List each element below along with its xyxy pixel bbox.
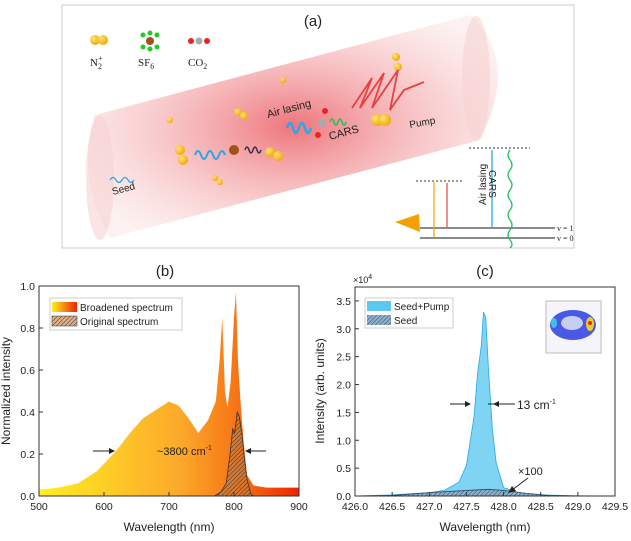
legend-broadened-swatch: [52, 302, 77, 312]
level-air-lasing-label: Air lasing: [478, 164, 489, 205]
legend-original-label: Original spectrum: [80, 317, 158, 328]
width-annotation-b: ~3800 cm-1: [93, 445, 266, 458]
beam-exit: [462, 16, 490, 140]
sf6-molecule: [229, 145, 239, 155]
c-ytick-label: 1.0: [336, 435, 351, 447]
beam-profile-inset: [545, 300, 602, 354]
legend-seed-label: Seed: [394, 316, 417, 327]
b-ytick-label: 0.8: [20, 323, 35, 335]
width-label-b: ~3800 cm-1: [157, 445, 212, 458]
air-lasing-wave-icon: [285, 121, 313, 135]
chart-b: 500 600 700 800 900 0.0 0.2 0.4 0.6 0.8 1.0 Wavele…: [0, 281, 308, 534]
level-cars-label: CARS: [486, 170, 497, 198]
v1-label: v = 1: [557, 224, 574, 233]
c-ytick-label: 3.5: [336, 296, 351, 308]
c-ytick-label: 0.5: [336, 463, 351, 475]
pump-label: Pump: [409, 116, 437, 131]
width-label-c: 13 cm-1: [517, 398, 556, 412]
c-ytick-label: 2.0: [336, 380, 351, 392]
legend-original-swatch: [51, 315, 78, 327]
b-xtick-label: 800: [225, 501, 243, 513]
b-ytick-label: 0.6: [20, 365, 35, 377]
width-annotation-c: 13 cm-1 ×100: [450, 398, 556, 493]
scale-label-c: ×100: [518, 466, 543, 478]
c-ytick-label: 3.0: [336, 324, 351, 336]
panel-c-label: (c): [476, 263, 494, 280]
c-xtick-label: 428.5: [528, 501, 554, 513]
b-series-original-spectrum: [213, 410, 255, 497]
chart-c-frame: [354, 286, 616, 497]
chart-b-legend: Broadened spectrum Original spectrum: [49, 297, 183, 331]
legend-seed-pump-swatch: [367, 301, 391, 311]
legend-broadened-label: Broadened spectrum: [80, 303, 173, 314]
legend-seed-pump-label: Seed+Pump: [394, 302, 450, 313]
sf6-molecule-icon: [140, 30, 160, 52]
c-ytick-label: 2.5: [336, 352, 351, 364]
panel-a-schematic: (a) N2+ SF6 CO2 Seed Air lasing CARS Pum…: [61, 4, 575, 249]
scattered-wave-icon: [244, 146, 262, 154]
chart-c-ylabel: Intensity (arb. units): [313, 338, 327, 443]
seed-wave-icon: [109, 176, 135, 184]
b-ytick-label: 1.0: [20, 281, 35, 293]
legend-sf6: SF6: [138, 57, 154, 71]
c-series-seed: [354, 488, 615, 497]
legend-seed-swatch: [367, 315, 391, 325]
chart-c-xlabel: Wavelength (nm): [440, 520, 531, 534]
pump-pulse-icon: [351, 69, 425, 111]
chart-b-xlabel: Wavelength (nm): [124, 520, 215, 534]
n2-molecule-icon: [90, 35, 108, 45]
c-xtick-label: 429.0: [565, 501, 591, 513]
v0-label: v = 0: [557, 234, 574, 243]
energy-level-diagram: Air lasing CARS v = 1 v = 0: [395, 147, 574, 249]
panel-a-label: (a): [304, 13, 322, 30]
chart-c: 426.0 426.5 427.0 427.5 428.0 428.5 429.0 429.5…: [313, 274, 628, 534]
c-xtick-label: 426.5: [379, 501, 405, 513]
chart-c-legend: Seed+Pump Seed: [364, 297, 454, 329]
c-xtick-label: 426.0: [342, 501, 368, 513]
c-ytick-label: 0.0: [336, 491, 351, 503]
cars-wave-icon: [329, 118, 347, 126]
c-xtick-label: 427.0: [416, 501, 442, 513]
b-xtick-label: 700: [160, 501, 178, 513]
chart-b-ylabel: Normalized intensity: [0, 337, 13, 445]
c-xtick-label: 427.5: [453, 501, 479, 513]
c-xtick-label: 429.5: [602, 501, 628, 513]
air-lasing-seed-wave-icon: [194, 150, 226, 160]
b-xtick-label: 900: [290, 501, 308, 513]
co2-molecule-icon: [188, 37, 210, 45]
y-multiplier: ×104: [353, 274, 372, 285]
n2-molecules: [167, 53, 402, 185]
panel-b-label: (b): [156, 263, 174, 280]
co2-molecule: [315, 108, 328, 138]
b-ytick-label: 0.4: [20, 407, 35, 419]
c-xtick-label: 428.0: [490, 501, 516, 513]
legend-co2: CO2: [188, 57, 207, 71]
b-ytick-label: 0.0: [20, 491, 35, 503]
beam-entrance: [86, 116, 114, 240]
c-ytick-label: 1.5: [336, 407, 351, 419]
b-ytick-label: 0.2: [20, 449, 35, 461]
b-xtick-label: 600: [95, 501, 113, 513]
b-xtick-label: 500: [30, 501, 48, 513]
legend-n2: N2+: [90, 54, 103, 71]
